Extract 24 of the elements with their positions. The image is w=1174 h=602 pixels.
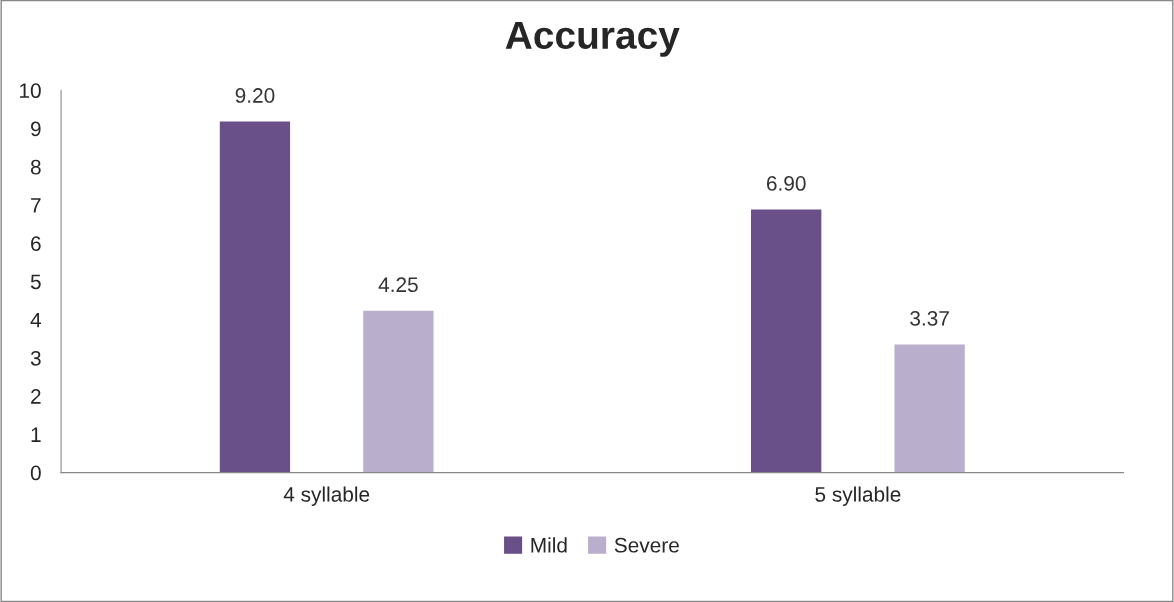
bar	[218, 120, 292, 473]
chart-title: Accuracy	[505, 21, 680, 57]
y-tick-label: 1	[31, 427, 41, 442]
y-tick-label: 7	[31, 198, 41, 213]
y-tick-label: 4	[30, 312, 41, 328]
y-tick-label: 3	[30, 350, 41, 366]
bar	[893, 343, 967, 473]
data-label: 6.90	[766, 176, 806, 191]
y-tick-label: 6	[31, 236, 41, 251]
data-label: 3.37	[910, 310, 949, 326]
bar	[749, 208, 823, 473]
data-label: 4.25	[378, 277, 418, 293]
legend-label: Mild	[531, 537, 567, 553]
y-tick-label: 8	[30, 159, 41, 175]
legend-label: Severe	[614, 537, 679, 553]
y-tick-label: 9	[30, 121, 41, 137]
x-tick-label: 5 syllable	[815, 486, 901, 506]
y-tick-label: 2	[31, 389, 41, 404]
bar	[361, 309, 435, 473]
y-tick-label: 10	[20, 83, 41, 99]
x-tick-label: 4 syllable	[283, 486, 370, 506]
y-tick-label: 0	[30, 465, 41, 481]
data-label: 9.20	[235, 88, 275, 103]
y-tick-label: 5	[30, 274, 41, 290]
